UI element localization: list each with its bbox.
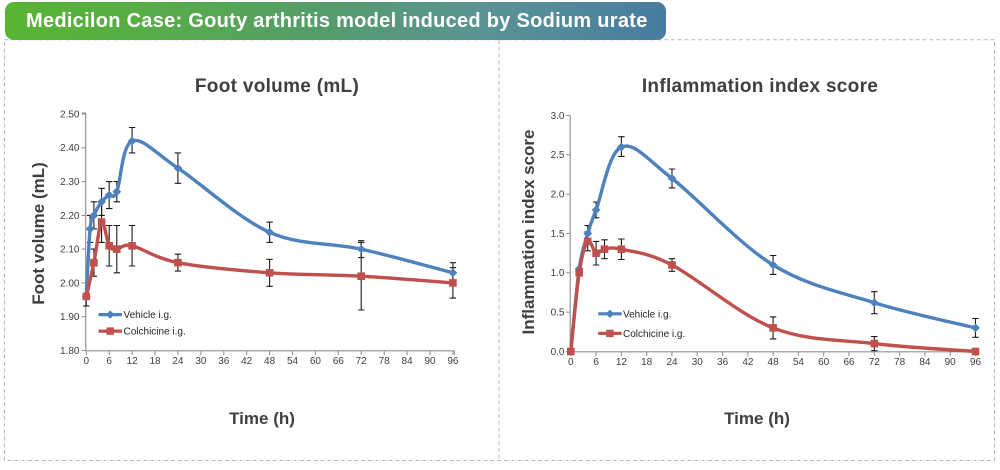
svg-text:Time (h): Time (h): [724, 409, 790, 428]
svg-text:Colchicine i.g.: Colchicine i.g.: [124, 327, 186, 338]
svg-text:24: 24: [172, 356, 184, 367]
svg-text:Time (h): Time (h): [229, 409, 295, 428]
svg-text:2.0: 2.0: [551, 190, 565, 201]
svg-text:Vehicle i.g.: Vehicle i.g.: [623, 309, 671, 320]
svg-text:Vehicle i.g.: Vehicle i.g.: [124, 310, 172, 321]
svg-text:2.40: 2.40: [60, 143, 80, 154]
svg-text:6: 6: [593, 357, 599, 368]
svg-text:78: 78: [894, 357, 906, 368]
svg-text:0.0: 0.0: [551, 347, 565, 358]
svg-text:0: 0: [84, 356, 90, 367]
svg-text:1.5: 1.5: [551, 229, 565, 240]
svg-text:18: 18: [641, 357, 653, 368]
svg-text:78: 78: [379, 356, 391, 367]
svg-text:Foot volume (mL): Foot volume (mL): [195, 76, 359, 97]
svg-text:0.5: 0.5: [551, 308, 565, 319]
svg-text:30: 30: [692, 357, 704, 368]
svg-text:60: 60: [818, 357, 830, 368]
svg-text:1.90: 1.90: [60, 312, 80, 323]
svg-text:3.0: 3.0: [551, 111, 565, 122]
svg-text:12: 12: [616, 357, 628, 368]
svg-text:Colchicine i.g.: Colchicine i.g.: [623, 329, 685, 340]
svg-text:2.20: 2.20: [60, 211, 80, 222]
svg-text:1.80: 1.80: [60, 346, 80, 357]
svg-text:6: 6: [106, 356, 112, 367]
svg-text:60: 60: [310, 356, 322, 367]
svg-text:2.5: 2.5: [551, 150, 565, 161]
svg-text:96: 96: [447, 356, 459, 367]
svg-text:2.30: 2.30: [60, 177, 80, 188]
svg-text:48: 48: [264, 356, 276, 367]
svg-text:18: 18: [149, 356, 161, 367]
svg-text:84: 84: [402, 356, 414, 367]
svg-text:Medicilon Case: Gouty arthriti: Medicilon Case: Gouty arthritis model in…: [26, 10, 648, 32]
svg-text:Inflammation index score: Inflammation index score: [519, 130, 538, 335]
svg-text:72: 72: [356, 356, 368, 367]
svg-text:72: 72: [869, 357, 881, 368]
svg-text:96: 96: [970, 357, 982, 368]
svg-text:36: 36: [717, 357, 729, 368]
svg-text:30: 30: [195, 356, 207, 367]
svg-text:36: 36: [218, 356, 230, 367]
svg-text:1.0: 1.0: [551, 268, 565, 279]
svg-text:48: 48: [768, 357, 780, 368]
svg-text:42: 42: [742, 357, 754, 368]
svg-text:84: 84: [919, 357, 931, 368]
svg-text:2.50: 2.50: [60, 109, 80, 120]
svg-text:12: 12: [127, 356, 139, 367]
svg-text:42: 42: [241, 356, 253, 367]
svg-text:54: 54: [793, 357, 805, 368]
svg-text:24: 24: [666, 357, 678, 368]
svg-text:66: 66: [843, 357, 855, 368]
svg-text:Inflammation index score: Inflammation index score: [642, 76, 878, 97]
svg-text:66: 66: [333, 356, 345, 367]
svg-text:0: 0: [568, 357, 574, 368]
svg-text:2.00: 2.00: [60, 278, 80, 289]
svg-text:90: 90: [424, 356, 436, 367]
svg-text:2.10: 2.10: [60, 245, 80, 256]
svg-text:90: 90: [945, 357, 957, 368]
svg-text:Foot volume (mL): Foot volume (mL): [29, 162, 48, 305]
svg-text:54: 54: [287, 356, 299, 367]
